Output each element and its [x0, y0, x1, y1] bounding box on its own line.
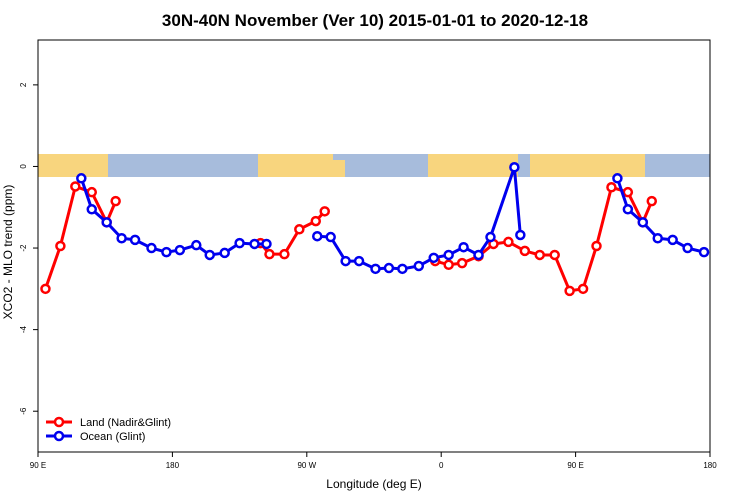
- y-tick-label: 2: [19, 82, 28, 87]
- point: [443, 259, 454, 271]
- y-tick-label: -6: [19, 407, 28, 415]
- point: [325, 231, 336, 243]
- point: [174, 244, 186, 256]
- point: [55, 240, 66, 252]
- point: [503, 236, 514, 248]
- point: [622, 204, 634, 215]
- point: [129, 234, 141, 246]
- point: [40, 283, 51, 295]
- point: [264, 248, 275, 260]
- point: [70, 181, 81, 192]
- point: [76, 173, 87, 184]
- point: [86, 204, 98, 215]
- y-tick-label: -2: [19, 244, 28, 252]
- point: [485, 231, 496, 243]
- point: [101, 217, 112, 228]
- point: [443, 249, 454, 261]
- point: [319, 206, 330, 217]
- point: [383, 262, 395, 274]
- point: [534, 249, 546, 261]
- point: [698, 246, 710, 258]
- x-tick-label: 180: [703, 461, 717, 470]
- point: [515, 229, 526, 241]
- point: [370, 263, 381, 275]
- chart-title: 30N-40N November (Ver 10) 2015-01-01 to …: [162, 11, 588, 30]
- y-tick-label: -4: [19, 326, 28, 334]
- point: [279, 248, 290, 260]
- x-tick-label: 90 E: [567, 461, 583, 470]
- point: [219, 247, 230, 259]
- plot-frame: [37, 39, 711, 453]
- point: [564, 285, 575, 297]
- point: [458, 241, 469, 253]
- point: [397, 263, 408, 275]
- point: [413, 260, 425, 272]
- legend-marker: [53, 430, 65, 442]
- point: [577, 283, 589, 295]
- point: [294, 224, 305, 235]
- x-tick-label: 180: [166, 461, 180, 470]
- map-band: [38, 154, 710, 177]
- point: [591, 240, 602, 252]
- point: [622, 186, 634, 198]
- point: [204, 249, 215, 261]
- point: [261, 238, 272, 250]
- point: [549, 249, 560, 261]
- point: [340, 255, 351, 267]
- x-tick-label: 90 W: [297, 461, 316, 470]
- point: [86, 186, 98, 198]
- point: [353, 255, 365, 267]
- point: [667, 234, 678, 246]
- point: [637, 217, 649, 228]
- point: [312, 230, 323, 242]
- point: [249, 238, 260, 250]
- point: [116, 232, 127, 244]
- point: [310, 215, 322, 227]
- point: [646, 195, 658, 207]
- point: [473, 249, 484, 261]
- y-axis-title: XCO2 - MLO trend (ppm): [1, 185, 15, 320]
- x-axis-title: Longitude (deg E): [326, 477, 421, 491]
- point: [110, 195, 121, 207]
- point: [456, 257, 468, 269]
- point: [191, 239, 202, 251]
- point: [519, 245, 531, 257]
- point: [652, 232, 663, 244]
- point: [606, 182, 617, 193]
- legend-marker: [53, 416, 65, 428]
- point: [509, 162, 520, 173]
- point: [234, 237, 245, 249]
- point: [612, 173, 623, 184]
- legend-label: Ocean (Glint): [80, 431, 145, 443]
- legend-label: Land (Nadir&Glint): [80, 417, 171, 429]
- point: [161, 246, 172, 258]
- x-tick-label: 0: [439, 461, 444, 470]
- y-tick-label: 0: [19, 164, 28, 169]
- point: [146, 242, 157, 254]
- x-tick-label: 90 E: [30, 461, 46, 470]
- point: [428, 252, 439, 264]
- point: [682, 242, 693, 254]
